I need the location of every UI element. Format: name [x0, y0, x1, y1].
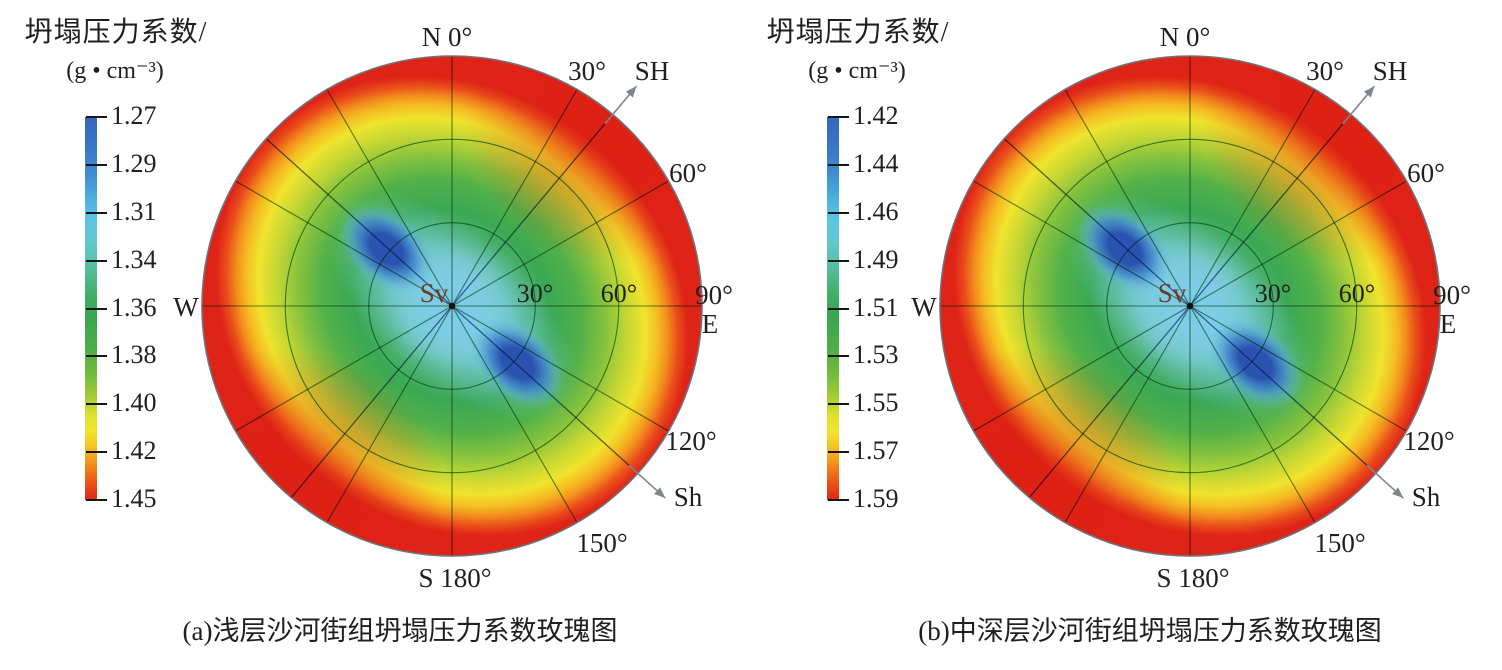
colorbar-tick-label: 1.36: [111, 292, 157, 322]
colorbar-tick-label: 1.53: [853, 340, 899, 370]
colorbar-tick-label: 1.31: [111, 196, 157, 226]
azimuth-60-label: 60°: [669, 158, 707, 188]
sv-center-dot: [1186, 302, 1194, 310]
azimuth-150-label: 150°: [576, 528, 627, 558]
sh-min-arrow-head: [1392, 487, 1404, 499]
sh-max-arrow-head: [1363, 86, 1375, 98]
azimuth-120-label: 120°: [665, 426, 716, 456]
sh-max-label: SH: [1373, 56, 1408, 86]
colorbar-tick-mark: [86, 355, 107, 358]
colorbar-tick-mark: [828, 403, 849, 406]
colorbar-tick-label: 1.27: [111, 101, 157, 130]
colorbar-tick-label: 1.57: [853, 436, 899, 466]
colorbar-tick-mark: [828, 163, 849, 166]
north-label: N 0°: [1160, 22, 1211, 52]
colorbar-tick-label: 1.42: [853, 101, 899, 130]
colorbar-tick-mark: [86, 163, 107, 166]
east-label: E: [1440, 309, 1457, 339]
colorbar-title-a: 坍塌压力系数/: [24, 17, 208, 48]
sv-label: Sv: [1158, 278, 1187, 308]
inclination-30-label: 30°: [1255, 279, 1291, 308]
azimuth-150-label: 150°: [1314, 528, 1365, 558]
sh-min-label: Sh: [674, 482, 703, 512]
colorbar-tick-mark: [828, 259, 849, 262]
colorbar-unit-a: (g • cm⁻³): [66, 58, 164, 84]
minimum-lobe: [1077, 204, 1172, 294]
azimuth-30-label: 30°: [1306, 56, 1344, 86]
colorbar-tick-mark: [828, 451, 849, 454]
west-label: W: [173, 292, 199, 322]
sh-max-arrow-head: [625, 86, 637, 98]
colorbar-tick-mark: [86, 307, 107, 310]
colorbar-tick-mark: [86, 451, 107, 454]
colorbar-tick-label: 1.42: [111, 436, 157, 466]
colorbar-tick-label: 1.40: [111, 388, 157, 418]
azimuth-30-label: 30°: [568, 56, 606, 86]
colorbar-tick-label: 1.59: [853, 484, 899, 513]
colorbar-tick-mark: [86, 211, 107, 214]
east-label: E: [702, 309, 719, 339]
colorbar-tick-label: 1.46: [853, 196, 899, 226]
colorbar-tick-mark: [86, 259, 107, 262]
colorbar-tick-label: 1.38: [111, 340, 157, 370]
sh-min-label: Sh: [1412, 482, 1441, 512]
azimuth-60-label: 60°: [1407, 158, 1445, 188]
south-label: S 180°: [1156, 563, 1229, 593]
colorbar-tick-label: 1.44: [853, 148, 899, 178]
colorbar-tick-label: 1.45: [111, 484, 157, 513]
colorbar-unit-b: (g • cm⁻³): [808, 58, 906, 84]
colorbar-tick-mark: [828, 355, 849, 358]
colorbar-tick-mark: [86, 116, 107, 118]
colorbar-tick-mark: [86, 499, 107, 501]
outer-ring: [201, 55, 703, 557]
sh-max-label: SH: [635, 56, 670, 86]
colorbar-tick-mark: [828, 499, 849, 501]
inclination-60-label: 60°: [601, 279, 637, 308]
west-label: W: [911, 292, 937, 322]
colorbar-tick-mark: [828, 307, 849, 310]
inclination-30-label: 30°: [517, 279, 553, 308]
colorbar-tick-label: 1.49: [853, 244, 899, 274]
colorbar-tick-label: 1.34: [111, 244, 157, 274]
outer-ring: [939, 55, 1441, 557]
colorbar-title-b: 坍塌压力系数/: [766, 17, 950, 48]
azimuth-90-label: 90°: [695, 280, 733, 310]
azimuth-120-label: 120°: [1403, 426, 1454, 456]
sh-min-arrow-head: [654, 487, 666, 499]
minimum-lobe: [1208, 318, 1303, 408]
colorbar-tick-mark: [828, 211, 849, 214]
minimum-lobe: [470, 318, 565, 408]
colorbar-tick-label: 1.51: [853, 292, 899, 322]
inclination-60-label: 60°: [1339, 279, 1375, 308]
colorbar-tick-label: 1.55: [853, 388, 899, 418]
colorbar-tick-mark: [86, 403, 107, 406]
sv-center-dot: [448, 302, 456, 310]
minimum-lobe: [339, 204, 434, 294]
caption-a: (a)浅层沙河街组坍塌压力系数玫瑰图: [182, 616, 618, 646]
sv-label: Sv: [420, 278, 449, 308]
colorbar-tick-mark: [828, 116, 849, 118]
azimuth-90-label: 90°: [1433, 280, 1471, 310]
south-label: S 180°: [418, 563, 491, 593]
north-label: N 0°: [422, 22, 473, 52]
caption-b: (b)中深层沙河街组坍塌压力系数玫瑰图: [918, 616, 1382, 646]
colorbar-tick-label: 1.29: [111, 148, 157, 178]
